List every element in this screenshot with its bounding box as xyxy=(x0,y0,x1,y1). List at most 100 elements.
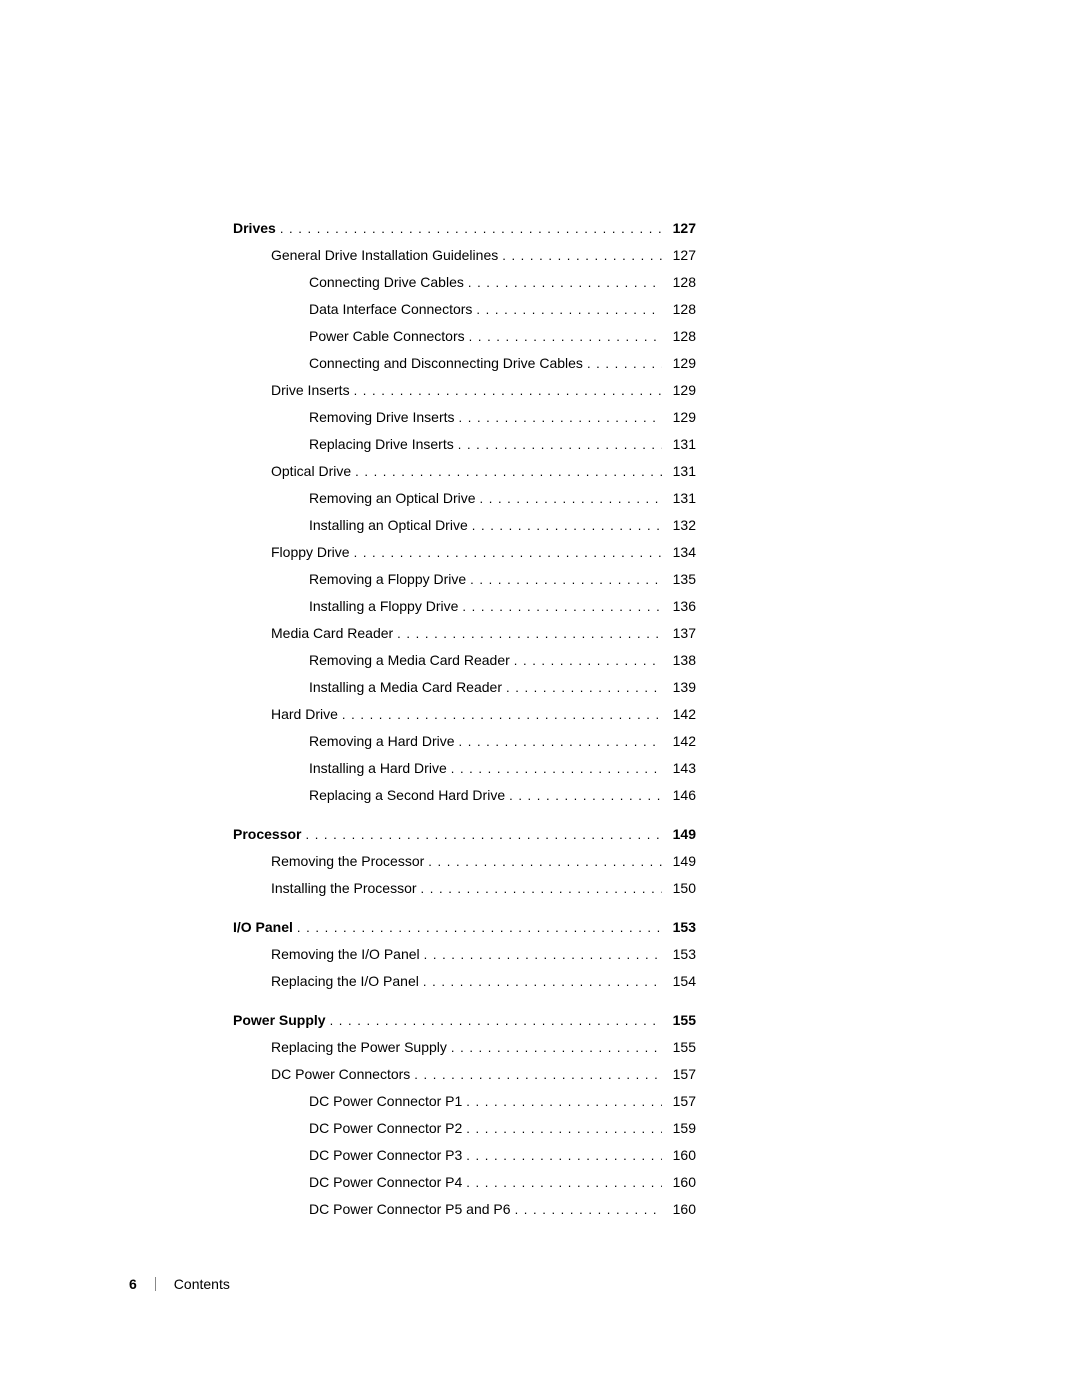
toc-entry-label: I/O Panel xyxy=(233,917,293,937)
toc-leader-dots xyxy=(451,759,662,779)
document-page: Drives127General Drive Installation Guid… xyxy=(0,0,1080,1397)
toc-leader-dots xyxy=(354,381,662,401)
toc-row: Installing an Optical Drive132 xyxy=(233,515,696,536)
toc-entry-label: Drive Inserts xyxy=(271,380,350,400)
toc-entry-page: 157 xyxy=(666,1064,696,1084)
toc-entry-page: 134 xyxy=(666,542,696,562)
toc-entry-page: 131 xyxy=(666,434,696,454)
toc-leader-dots xyxy=(354,543,662,563)
toc-leader-dots xyxy=(330,1011,662,1031)
toc-leader-dots xyxy=(472,516,662,536)
toc-leader-dots xyxy=(280,219,662,239)
toc-entry-label: Installing an Optical Drive xyxy=(309,515,468,535)
toc-row: DC Power Connector P5 and P6 160 xyxy=(233,1199,696,1220)
toc-section: Processor149 Removing the Processor149 Ins… xyxy=(233,824,696,899)
toc-entry-label: Removing a Floppy Drive xyxy=(309,569,466,589)
toc-row: Removing an Optical Drive 131 xyxy=(233,488,696,509)
toc-entry-page: 129 xyxy=(666,407,696,427)
toc-entry-label: Installing a Media Card Reader xyxy=(309,677,502,697)
toc-entry-label: Power Cable Connectors xyxy=(309,326,465,346)
toc-entry-label: Removing an Optical Drive xyxy=(309,488,476,508)
toc-leader-dots xyxy=(466,1119,662,1139)
toc-entry-label: Removing the I/O Panel xyxy=(271,944,420,964)
toc-entry-label: Floppy Drive xyxy=(271,542,350,562)
toc-row: Connecting Drive Cables 128 xyxy=(233,272,696,293)
toc-entry-page: 150 xyxy=(666,878,696,898)
toc-leader-dots xyxy=(451,1038,662,1058)
toc-entry-page: 139 xyxy=(666,677,696,697)
toc-entry-label: Removing the Processor xyxy=(271,851,424,871)
toc-row: I/O Panel 153 xyxy=(233,917,696,938)
toc-leader-dots xyxy=(502,246,662,266)
toc-entry-page: 155 xyxy=(666,1037,696,1057)
toc-entry-page: 153 xyxy=(666,917,696,937)
toc-entry-page: 160 xyxy=(666,1199,696,1219)
toc-entry-label: DC Power Connector P5 and P6 xyxy=(309,1199,511,1219)
toc-row: Installing a Floppy Drive136 xyxy=(233,596,696,617)
toc-entry-page: 153 xyxy=(666,944,696,964)
toc-row: Power Cable Connectors128 xyxy=(233,326,696,347)
toc-leader-dots xyxy=(414,1065,662,1085)
toc-entry-page: 146 xyxy=(666,785,696,805)
toc-leader-dots xyxy=(355,462,662,482)
toc-leader-dots xyxy=(476,300,662,320)
toc-row: Installing the Processor 150 xyxy=(233,878,696,899)
toc-row: DC Power Connector P3 160 xyxy=(233,1145,696,1166)
toc-row: Data Interface Connectors128 xyxy=(233,299,696,320)
footer-separator xyxy=(155,1277,156,1291)
toc-entry-page: 136 xyxy=(666,596,696,616)
toc-row: DC Power Connectors 157 xyxy=(233,1064,696,1085)
toc-row: Replacing the Power Supply 155 xyxy=(233,1037,696,1058)
toc-row: Optical Drive131 xyxy=(233,461,696,482)
toc-row: Connecting and Disconnecting Drive Cable… xyxy=(233,353,696,374)
toc-row: Drive Inserts129 xyxy=(233,380,696,401)
toc-row: Hard Drive 142 xyxy=(233,704,696,725)
toc-entry-label: Removing a Media Card Reader xyxy=(309,650,510,670)
toc-entry-label: Removing a Hard Drive xyxy=(309,731,455,751)
toc-entry-label: Connecting and Disconnecting Drive Cable… xyxy=(309,353,583,373)
toc-entry-label: Processor xyxy=(233,824,301,844)
toc-leader-dots xyxy=(459,732,663,752)
toc-row: Floppy Drive 134 xyxy=(233,542,696,563)
toc-entry-page: 160 xyxy=(666,1145,696,1165)
toc-row: DC Power Connector P1157 xyxy=(233,1091,696,1112)
toc-row: Processor149 xyxy=(233,824,696,845)
toc-entry-label: Connecting Drive Cables xyxy=(309,272,464,292)
toc-entry-label: DC Power Connectors xyxy=(271,1064,410,1084)
toc-leader-dots xyxy=(509,786,662,806)
toc-row: Removing the Processor149 xyxy=(233,851,696,872)
toc-entry-label: Optical Drive xyxy=(271,461,351,481)
toc-leader-dots xyxy=(466,1092,662,1112)
toc-entry-label: Installing a Hard Drive xyxy=(309,758,447,778)
page-number: 6 xyxy=(129,1276,155,1292)
toc-entry-label: DC Power Connector P3 xyxy=(309,1145,462,1165)
toc-leader-dots xyxy=(480,489,662,509)
toc-row: DC Power Connector P4160 xyxy=(233,1172,696,1193)
toc-entry-label: Replacing the Power Supply xyxy=(271,1037,447,1057)
toc-leader-dots xyxy=(468,273,662,293)
toc-leader-dots xyxy=(424,945,662,965)
toc-entry-page: 160 xyxy=(666,1172,696,1192)
toc-entry-page: 131 xyxy=(666,488,696,508)
toc-entry-label: Hard Drive xyxy=(271,704,338,724)
toc-section: I/O Panel153Removing the I/O Panel153Rep… xyxy=(233,917,696,992)
toc-entry-label: Removing Drive Inserts xyxy=(309,407,455,427)
toc-entry-page: 128 xyxy=(666,272,696,292)
toc-entry-page: 135 xyxy=(666,569,696,589)
toc-entry-page: 142 xyxy=(666,704,696,724)
toc-entry-label: DC Power Connector P2 xyxy=(309,1118,462,1138)
toc-leader-dots xyxy=(462,597,662,617)
toc-leader-dots xyxy=(587,354,662,374)
toc-row: General Drive Installation Guidelines127 xyxy=(233,245,696,266)
toc-leader-dots xyxy=(466,1173,662,1193)
toc-leader-dots xyxy=(514,651,662,671)
toc-row: Installing a Media Card Reader 139 xyxy=(233,677,696,698)
toc-leader-dots xyxy=(506,678,662,698)
toc-section: Drives127General Drive Installation Guid… xyxy=(233,218,696,806)
table-of-contents: Drives127General Drive Installation Guid… xyxy=(233,218,696,1238)
toc-row: Removing a Media Card Reader138 xyxy=(233,650,696,671)
toc-entry-page: 157 xyxy=(666,1091,696,1111)
toc-entry-label: Replacing Drive Inserts xyxy=(309,434,454,454)
toc-row: Media Card Reader137 xyxy=(233,623,696,644)
toc-entry-label: Installing the Processor xyxy=(271,878,417,898)
